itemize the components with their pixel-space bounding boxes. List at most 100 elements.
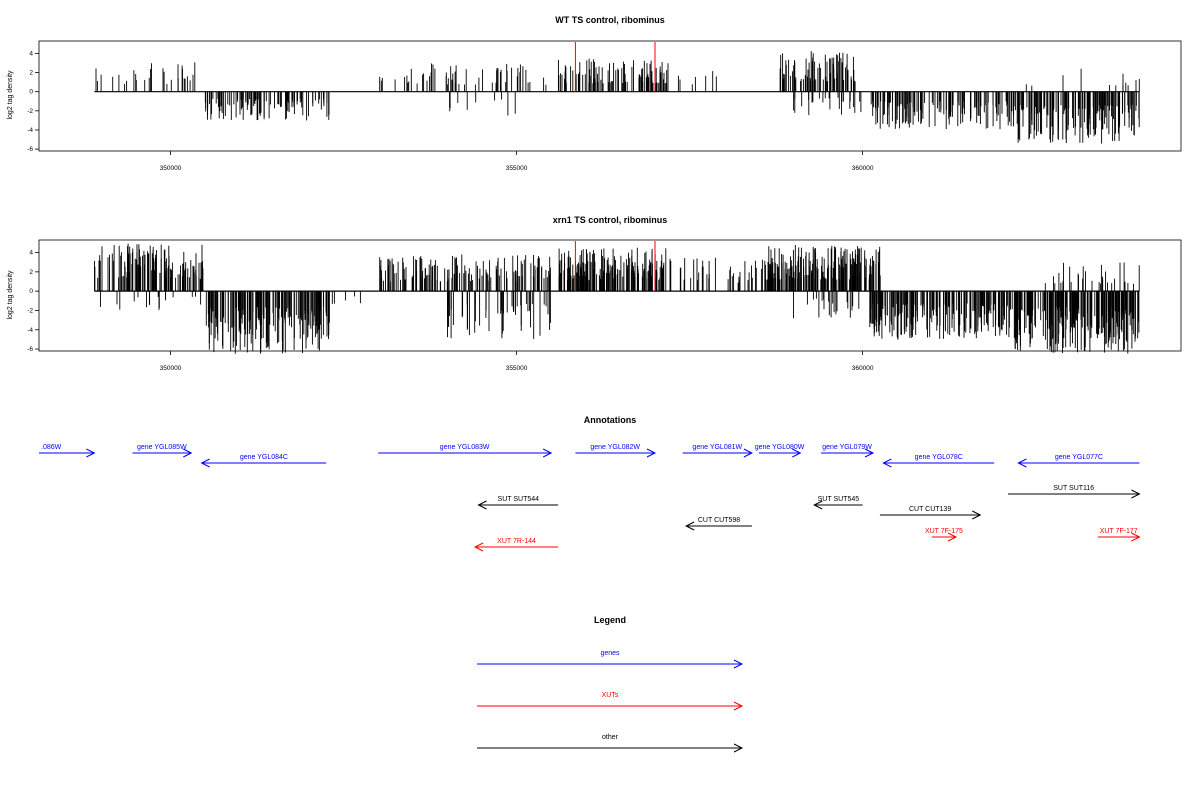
y-tick-label: 2	[29, 269, 33, 276]
feature-genes: gene YGL077C	[1017, 454, 1140, 468]
feature-label: .086W	[41, 444, 62, 451]
feature-arrow-arrowhead	[972, 510, 982, 520]
feature-arrow-arrowhead	[200, 458, 210, 468]
panel-title: WT TS control, ribominus	[555, 15, 665, 25]
density-bars	[94, 243, 1140, 354]
legend-label: genes	[600, 650, 620, 657]
y-tick-label: -6	[27, 346, 33, 353]
density-bars	[95, 51, 1140, 144]
feature-arrow-arrowhead	[473, 542, 484, 552]
y-axis-label: log2 tag density	[7, 70, 14, 120]
feature-label: gene YGL078C	[915, 454, 963, 461]
legend-arrow-arrowhead	[733, 701, 744, 711]
feature-label: SUT SUT116	[1053, 485, 1094, 492]
feature-XUTs: XUT 7F-175	[925, 528, 963, 542]
y-tick-label: -4	[27, 327, 33, 334]
y-tick-label: -2	[27, 307, 33, 314]
feature-arrow-arrowhead	[1017, 458, 1027, 468]
y-axis: 4 2 0 -2 -4 -6	[27, 50, 39, 153]
feature-arrow-arrowhead	[477, 500, 487, 510]
y-tick-label: -6	[27, 146, 33, 153]
feature-label: gene YGL079W	[822, 444, 872, 451]
feature-arrow-arrowhead	[542, 448, 553, 458]
feature-genes: gene YGL085W	[132, 444, 193, 458]
feature-label: XUT 7F-175	[925, 528, 963, 535]
y-axis-label: log2 tag density	[7, 270, 14, 320]
feature-other: SUT SUT544	[477, 496, 559, 510]
feature-XUTs: XUT 7F-177	[1097, 528, 1141, 542]
feature-label: SUT SUT544	[498, 496, 540, 503]
feature-label: gene YGL080W	[755, 444, 805, 451]
feature-genes: .086W	[39, 444, 96, 458]
x-tick-label: 350000	[160, 165, 182, 172]
legend-arrow-arrowhead	[733, 743, 744, 753]
y-tick-label: -2	[27, 108, 33, 115]
feature-arrow-arrowhead	[86, 448, 96, 458]
region-markers	[574, 42, 656, 92]
x-tick-label: 360000	[852, 165, 874, 172]
y-tick-label: 0	[29, 288, 33, 295]
y-tick-label: -4	[27, 127, 33, 134]
y-tick-label: 4	[29, 250, 33, 257]
wt-density-panel: WT TS control, ribominus log2 tag densit…	[7, 15, 1182, 172]
feature-arrow-arrowhead	[813, 500, 823, 510]
annotations-track: Annotations .086W gene YGL085W gene YGL084…	[39, 415, 1141, 552]
legend-item-other: other	[477, 734, 744, 753]
feature-genes: gene YGL083W	[378, 444, 553, 458]
feature-arrow-arrowhead	[864, 448, 875, 458]
y-axis: 4 2 0 -2 -4 -6	[27, 250, 39, 353]
feature-arrow-arrowhead	[947, 532, 958, 542]
x-axis: 350000 355000 360000	[160, 151, 874, 172]
legend-item-XUTs: XUTs	[477, 692, 744, 711]
feature-other: CUT CUT139	[879, 506, 982, 520]
x-tick-label: 350000	[160, 365, 182, 372]
feature-label: XUT 7F-177	[1100, 528, 1138, 535]
legend-arrow-arrowhead	[733, 659, 744, 669]
feature-other: SUT SUT116	[1007, 485, 1141, 499]
xrn1-density-panel: xrn1 TS control, ribominus log2 tag dens…	[7, 215, 1182, 372]
feature-label: CUT CUT598	[698, 517, 740, 524]
feature-label: SUT SUT545	[818, 496, 860, 503]
feature-genes: gene YGL084C	[200, 454, 327, 468]
feature-arrow-arrowhead	[1131, 489, 1141, 499]
feature-label: gene YGL084C	[240, 454, 288, 461]
plot-frame	[38, 40, 1182, 152]
legend-label: other	[602, 734, 619, 741]
feature-label: gene YGL083W	[440, 444, 490, 451]
feature-genes: gene YGL079W	[821, 444, 875, 458]
x-tick-label: 355000	[506, 165, 528, 172]
feature-arrow-arrowhead	[882, 458, 892, 468]
legend-item-genes: genes	[477, 650, 744, 669]
feature-arrow-arrowhead	[743, 448, 754, 458]
feature-genes: gene YGL078C	[882, 454, 995, 468]
legend-title: Legend	[594, 615, 626, 625]
x-axis: 350000 355000 360000	[160, 351, 874, 372]
panel-title: xrn1 TS control, ribominus	[553, 215, 668, 225]
feature-arrow-arrowhead	[646, 448, 657, 458]
feature-label: gene YGL077C	[1055, 454, 1103, 461]
feature-label: gene YGL082W	[590, 444, 640, 451]
feature-XUTs: XUT 7R-144	[473, 538, 559, 552]
feature-other: SUT SUT545	[813, 496, 863, 510]
feature-label: CUT CUT139	[909, 506, 951, 513]
feature-label: gene YGL085W	[137, 444, 187, 451]
feature-arrows: .086W gene YGL085W gene YGL084C gene YGL083…	[39, 444, 1141, 552]
y-tick-label: 2	[29, 70, 33, 77]
legend-label: XUTs	[602, 692, 619, 699]
feature-arrow-arrowhead	[792, 448, 802, 458]
feature-genes: gene YGL082W	[575, 444, 657, 458]
feature-label: gene YGL081W	[692, 444, 742, 451]
legend-items: genes XUTs other	[477, 650, 744, 753]
region-markers	[574, 241, 656, 292]
annotations-title: Annotations	[584, 415, 637, 425]
y-tick-label: 4	[29, 50, 33, 57]
legend: Legend genes XUTs other	[477, 615, 744, 753]
x-tick-label: 360000	[852, 365, 874, 372]
feature-other: CUT CUT598	[685, 517, 752, 531]
feature-label: XUT 7R-144	[497, 538, 536, 545]
feature-genes: gene YGL081W	[682, 444, 754, 458]
x-tick-label: 355000	[506, 365, 528, 372]
plot-frame	[38, 239, 1182, 352]
y-tick-label: 0	[29, 89, 33, 96]
